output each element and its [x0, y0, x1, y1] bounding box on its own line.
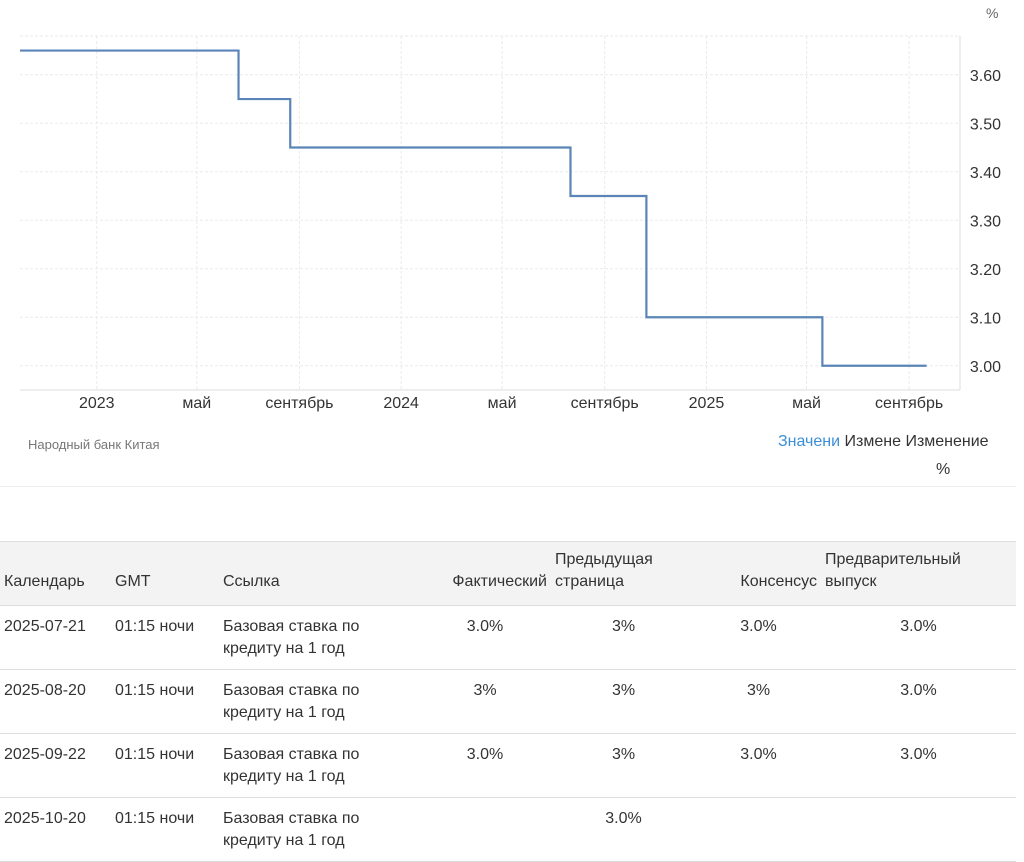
x-tick-label: май	[792, 395, 821, 412]
cell-forecast: 3.0%	[821, 734, 1016, 798]
header-forecast-line1: Предварительный	[825, 551, 961, 568]
calendar-table: Календарь GMT Ссылка Фактический Предыду…	[0, 541, 1016, 862]
chart-mode-tabs: Значени Измене Изменение%	[778, 433, 1018, 451]
cell-actual: 3.0%	[419, 606, 551, 670]
y-tick-label: 3.40	[970, 165, 1001, 182]
cell-previous: 3%	[551, 670, 696, 734]
rate-chart-plot: 3.60 3.50 3.40 3.30 3.20 3.10 3.00 2023 май сентя…	[0, 0, 1024, 425]
cell-actual	[419, 798, 551, 862]
header-gmt[interactable]: GMT	[111, 542, 219, 606]
rate-chart: 3.60 3.50 3.40 3.30 3.20 3.10 3.00 2023 май сентя…	[0, 0, 1024, 490]
cell-reference-line2: кредиту на 1 год	[223, 832, 345, 849]
cell-date: 2025-10-20	[0, 798, 111, 862]
cell-forecast: 3.0%	[821, 606, 1016, 670]
cell-previous: 3%	[551, 606, 696, 670]
cell-time: 01:15 ночи	[111, 670, 219, 734]
cell-actual: 3.0%	[419, 734, 551, 798]
header-previous[interactable]: Предыдущая страница	[551, 542, 696, 606]
cell-actual: 3%	[419, 670, 551, 734]
header-forecast[interactable]: Предварительный выпуск	[821, 542, 1016, 606]
header-previous-line2: страница	[555, 573, 624, 590]
cell-reference[interactable]: Базовая ставка по кредиту на 1 год	[219, 670, 419, 734]
unit-label: %	[986, 5, 998, 21]
cell-reference-line2: кредиту на 1 год	[223, 704, 345, 721]
cell-reference-line1: Базовая ставка по	[223, 746, 359, 763]
cell-reference-line2: кредиту на 1 год	[223, 640, 345, 657]
x-tick-label: сентябрь	[571, 395, 639, 412]
y-tick-label: 3.60	[970, 68, 1001, 85]
x-tick-label: сентябрь	[265, 395, 333, 412]
y-tick-label: 3.30	[970, 213, 1001, 230]
cell-consensus: 3%	[696, 670, 821, 734]
cell-reference-line1: Базовая ставка по	[223, 810, 359, 827]
y-tick-label: 3.10	[970, 310, 1001, 327]
cell-reference[interactable]: Базовая ставка по кредиту на 1 год	[219, 606, 419, 670]
tab-change-percent-label: Изменение	[905, 433, 988, 450]
source-label: Народный банк Китая	[28, 437, 160, 452]
cell-consensus: 3.0%	[696, 734, 821, 798]
table-row: 2025-09-22 01:15 ночи Базовая ставка по к…	[0, 734, 1016, 798]
cell-time: 01:15 ночи	[111, 606, 219, 670]
x-tick-label: 2024	[383, 395, 419, 412]
cell-forecast	[821, 798, 1016, 862]
cell-reference-line2: кредиту на 1 год	[223, 768, 345, 785]
cell-date: 2025-07-21	[0, 606, 111, 670]
tab-value[interactable]: Значени	[778, 433, 840, 450]
header-forecast-line2: выпуск	[825, 573, 876, 590]
cell-date: 2025-08-20	[0, 670, 111, 734]
cell-reference[interactable]: Базовая ставка по кредиту на 1 год	[219, 798, 419, 862]
x-tick-label: май	[182, 395, 211, 412]
cell-previous: 3.0%	[551, 798, 696, 862]
table-header-row: Календарь GMT Ссылка Фактический Предыду…	[0, 542, 1016, 606]
cell-reference-line1: Базовая ставка по	[223, 618, 359, 635]
table-row: 2025-08-20 01:15 ночи Базовая ставка по к…	[0, 670, 1016, 734]
header-reference[interactable]: Ссылка	[219, 542, 419, 606]
header-actual[interactable]: Фактический	[419, 542, 551, 606]
x-tick-label: май	[488, 395, 517, 412]
table-row: 2025-07-21 01:15 ночи Базовая ставка по к…	[0, 606, 1016, 670]
cell-consensus: 3.0%	[696, 606, 821, 670]
header-previous-line1: Предыдущая	[555, 551, 653, 568]
y-tick-label: 3.50	[970, 116, 1001, 133]
rate-series-line	[20, 51, 927, 366]
x-tick-label: сентябрь	[875, 395, 943, 412]
cell-consensus	[696, 798, 821, 862]
cell-reference[interactable]: Базовая ставка по кредиту на 1 год	[219, 734, 419, 798]
table-row: 2025-10-20 01:15 ночи Базовая ставка по к…	[0, 798, 1016, 862]
tab-change-percent-sign: %	[936, 461, 950, 479]
header-calendar[interactable]: Календарь	[0, 542, 111, 606]
cell-time: 01:15 ночи	[111, 734, 219, 798]
y-tick-label: 3.00	[970, 359, 1001, 376]
cell-forecast: 3.0%	[821, 670, 1016, 734]
cell-reference-line1: Базовая ставка по	[223, 682, 359, 699]
cell-date: 2025-09-22	[0, 734, 111, 798]
header-consensus[interactable]: Консенсус	[696, 542, 821, 606]
x-tick-label: 2023	[79, 395, 115, 412]
tab-change[interactable]: Измене	[845, 433, 901, 450]
y-tick-label: 3.20	[970, 262, 1001, 279]
tab-change-percent[interactable]: Изменение%	[905, 433, 988, 450]
cell-previous: 3%	[551, 734, 696, 798]
cell-time: 01:15 ночи	[111, 798, 219, 862]
x-tick-label: 2025	[689, 395, 725, 412]
chart-divider	[0, 486, 1016, 487]
